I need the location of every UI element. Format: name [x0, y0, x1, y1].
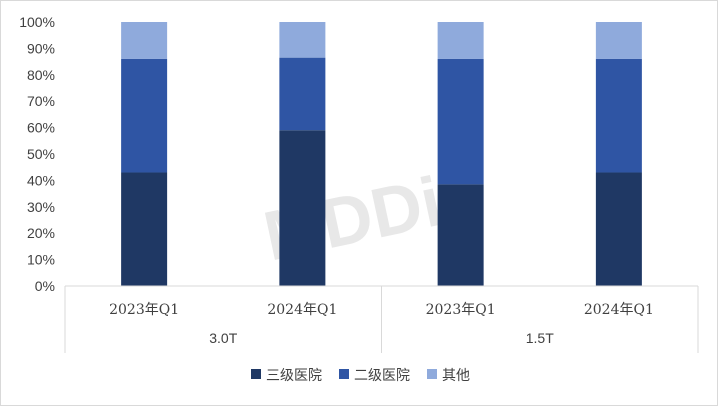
y-tick-label: 80% — [27, 67, 55, 83]
bar-segment-3 — [121, 22, 168, 59]
bar-segment-1 — [595, 172, 642, 286]
bar-segment-3 — [437, 22, 484, 59]
y-tick-label: 20% — [27, 225, 55, 241]
y-tick-label: 0% — [35, 278, 55, 294]
y-axis: 0% 10% 20% 30% 40% 50% 60% 70% 80% 90% 100% — [19, 14, 55, 294]
x-axis: 2023年Q1 2024年Q1 2023年Q1 2024年Q1 3.0T 1.5T — [64, 285, 699, 353]
y-tick-label: 90% — [27, 40, 55, 56]
legend-swatch — [339, 369, 349, 379]
y-tick-label: 30% — [27, 199, 55, 215]
legend-label: 三级医院 — [266, 368, 322, 384]
y-tick-label: 40% — [27, 172, 55, 188]
bars — [121, 22, 642, 286]
legend-item: 二级医院 — [339, 368, 410, 384]
bar-segment-3 — [279, 22, 326, 58]
x-category-label: 2024年Q1 — [584, 302, 654, 318]
x-group-label: 3.0T — [209, 330, 237, 346]
legend-swatch — [427, 369, 437, 379]
legend-swatch — [251, 369, 261, 379]
legend-label: 其他 — [442, 368, 470, 384]
bar-segment-1 — [279, 130, 326, 286]
x-category-label: 2024年Q1 — [267, 302, 337, 318]
y-tick-label: 50% — [27, 146, 55, 162]
y-tick-label: 60% — [27, 120, 55, 136]
bar-segment-2 — [595, 58, 642, 173]
x-group-label: 1.5T — [526, 330, 554, 346]
x-category-label: 2023年Q1 — [426, 302, 496, 318]
bar-segment-2 — [121, 58, 168, 173]
y-tick-label: 70% — [27, 93, 55, 109]
legend-item: 三级医院 — [251, 368, 322, 384]
legend-item: 其他 — [427, 368, 470, 384]
bar-segment-2 — [437, 58, 484, 185]
y-tick-label: 10% — [27, 252, 55, 268]
bar-segment-3 — [595, 22, 642, 59]
bar-segment-1 — [437, 184, 484, 286]
legend: 三级医院 二级医院 其他 — [251, 368, 470, 384]
y-tick-label: 100% — [19, 14, 55, 30]
legend-label: 二级医院 — [354, 368, 410, 384]
bar-segment-1 — [121, 172, 168, 286]
bar-segment-2 — [279, 57, 326, 131]
x-category-label: 2023年Q1 — [109, 302, 179, 318]
